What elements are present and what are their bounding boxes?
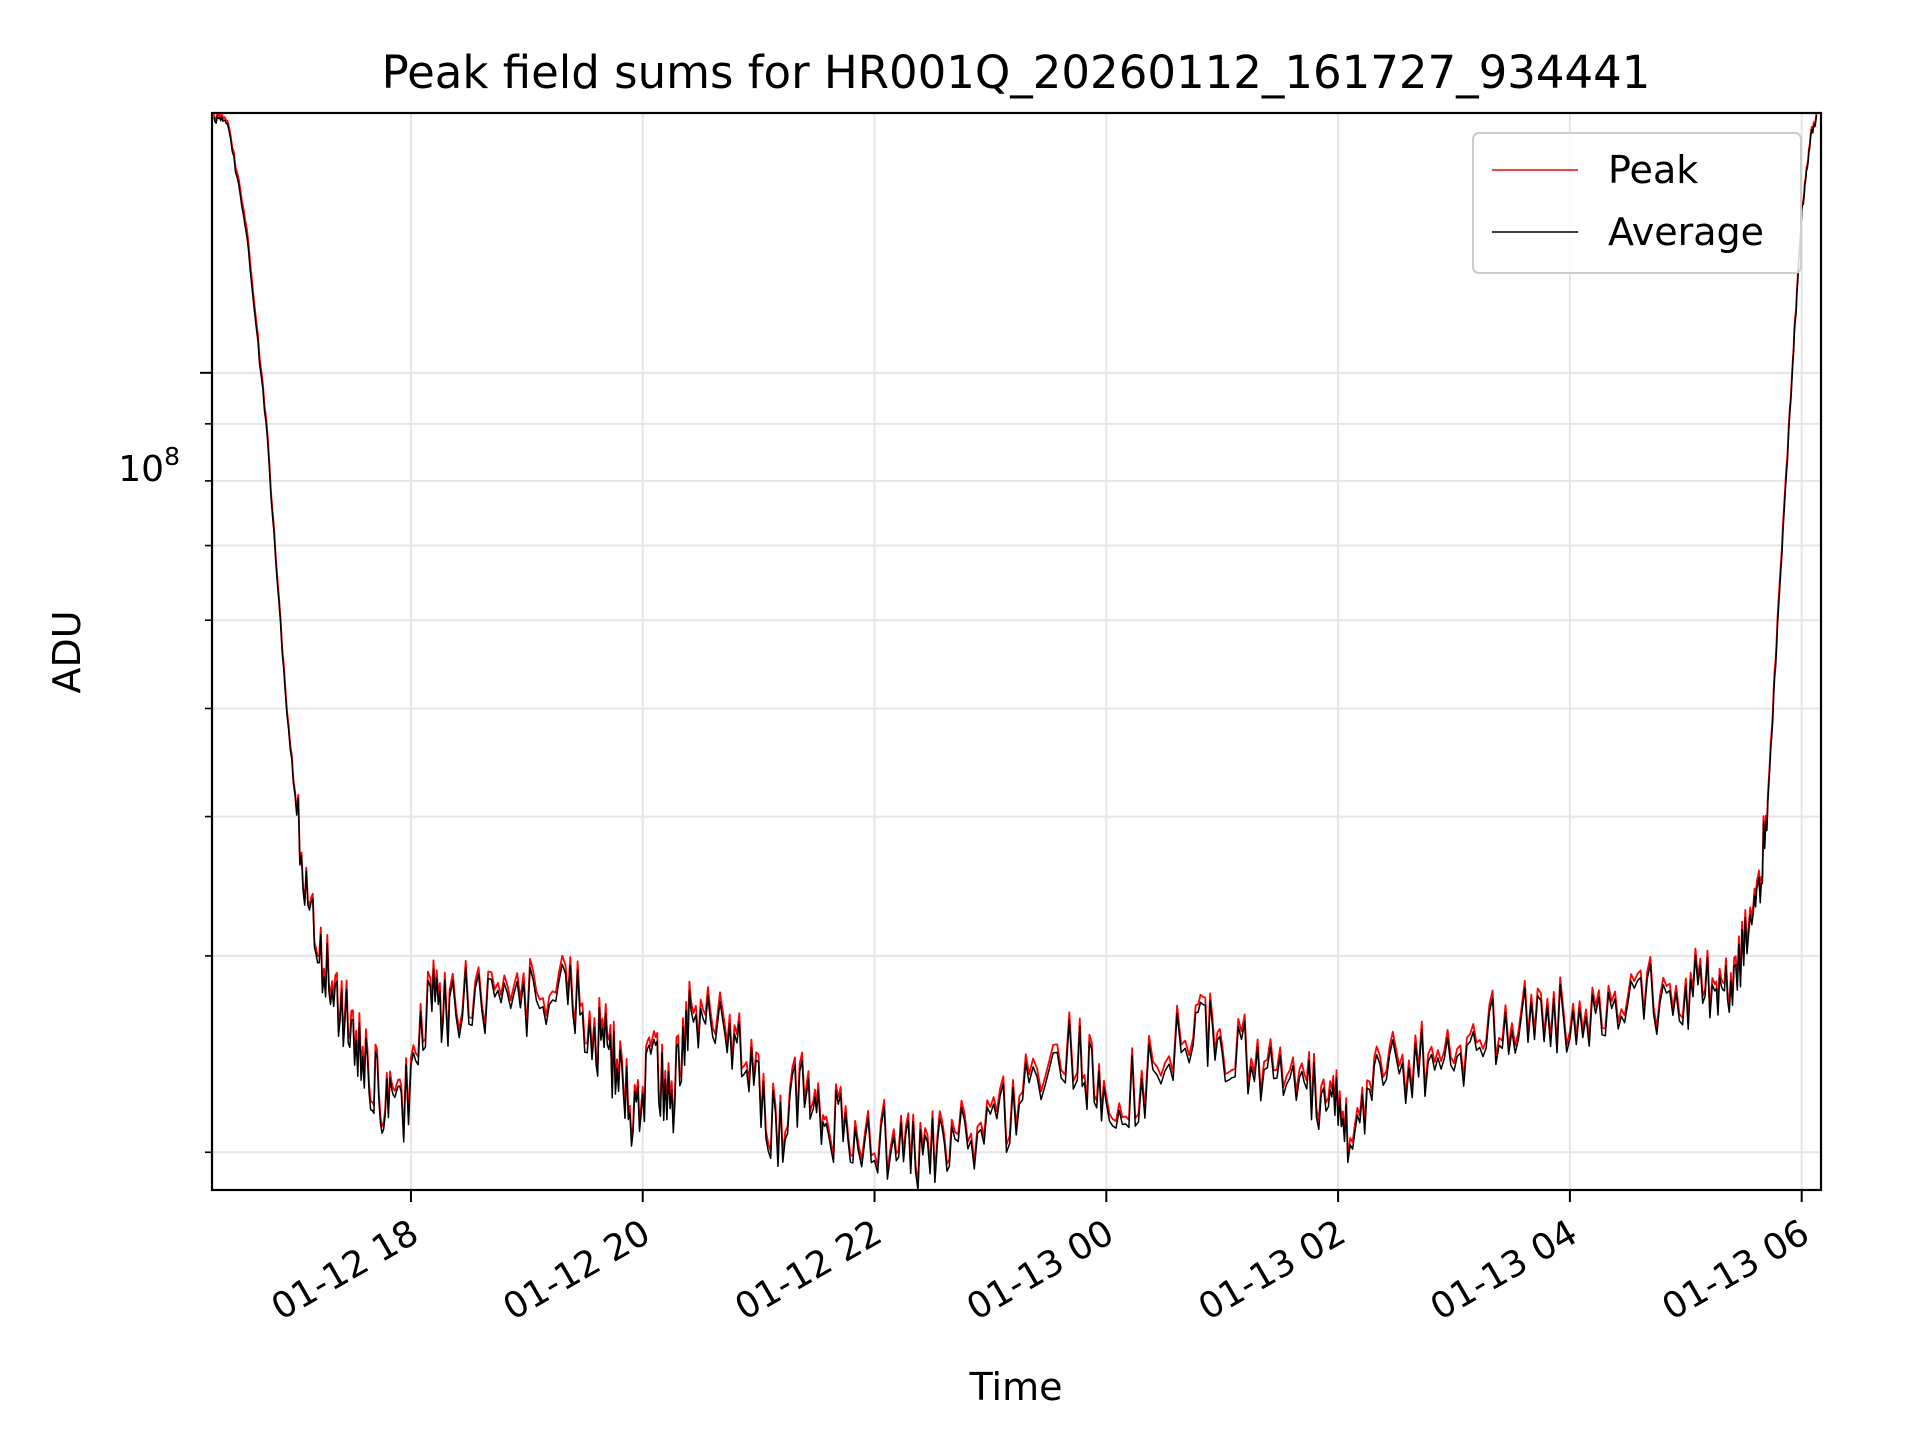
- grid: [212, 113, 1821, 1190]
- series-lines: [213, 112, 1818, 1191]
- y-tick-exponent: 8: [164, 442, 180, 471]
- x-axis-label: Time: [969, 1365, 1063, 1409]
- y-tick-base: 10: [118, 449, 164, 490]
- average-series-line: [213, 114, 1818, 1191]
- legend-label-average: Average: [1608, 210, 1764, 254]
- plot-frame: [210, 111, 1823, 1192]
- chart-title: Peak field sums for HR001Q_20260112_1617…: [382, 46, 1651, 99]
- y-axis-label: ADU: [45, 610, 89, 693]
- legend-box: [1472, 132, 1802, 274]
- legend-label-peak: Peak: [1608, 148, 1698, 192]
- legend: Peak Average: [1472, 132, 1802, 274]
- y-tick-label: 108: [118, 442, 180, 490]
